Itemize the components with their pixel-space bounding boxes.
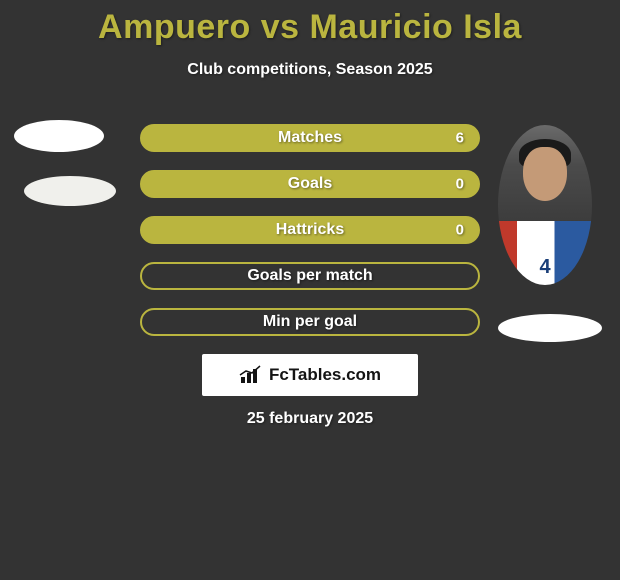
- page-title: Ampuero vs Mauricio Isla: [0, 0, 620, 47]
- stat-label: Goals per match: [247, 267, 372, 285]
- stat-label: Matches: [278, 129, 342, 147]
- player-left-avatar-2: [24, 176, 116, 206]
- bar-chart-icon: [239, 365, 263, 385]
- stat-value-right: 0: [456, 222, 464, 239]
- stat-row-matches: Matches 6: [140, 124, 480, 152]
- stat-label: Hattricks: [276, 221, 344, 239]
- site-badge[interactable]: FcTables.com: [202, 354, 418, 396]
- date-text: 25 february 2025: [0, 410, 620, 428]
- player-right-avatar-2: [498, 314, 602, 342]
- player-left-avatar-1: [14, 120, 104, 152]
- stat-row-hattricks: Hattricks 0: [140, 216, 480, 244]
- stat-value-right: 6: [456, 130, 464, 147]
- stat-row-goals-per-match: Goals per match: [140, 262, 480, 290]
- stats-area: Matches 6 Goals 0 Hattricks 0 Goals per …: [140, 124, 480, 354]
- player-right-avatar: 4: [498, 125, 592, 285]
- comparison-card: Ampuero vs Mauricio Isla Club competitio…: [0, 0, 620, 580]
- stat-row-goals: Goals 0: [140, 170, 480, 198]
- stat-label: Goals: [288, 175, 332, 193]
- avatar-head: [523, 147, 567, 201]
- jersey-number: 4: [539, 256, 550, 279]
- site-badge-label: FcTables.com: [269, 365, 381, 385]
- stat-value-right: 0: [456, 176, 464, 193]
- subtitle: Club competitions, Season 2025: [0, 61, 620, 79]
- stat-label: Min per goal: [263, 313, 357, 331]
- stat-row-min-per-goal: Min per goal: [140, 308, 480, 336]
